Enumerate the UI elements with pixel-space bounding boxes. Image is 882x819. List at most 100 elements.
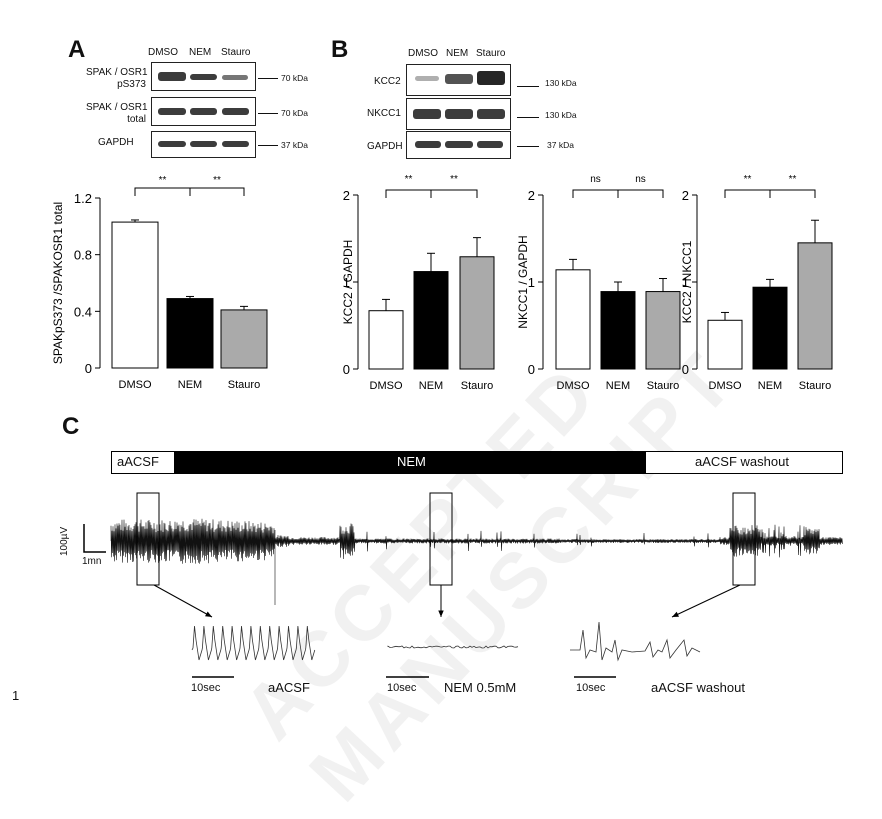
y-tick-label: 1 (682, 275, 689, 290)
scale-time: 1mn (82, 556, 102, 567)
y-tick-label: 0 (85, 361, 92, 376)
inset-scale: 10sec (576, 682, 606, 694)
blot-a-strip (151, 97, 256, 126)
blot-a-row-label: SPAK / OSR1 pS373 (86, 67, 148, 90)
panel-c-letter: C (62, 413, 80, 440)
bar (645, 291, 681, 370)
inset-trace (570, 621, 701, 662)
blot-a-strip (151, 62, 256, 91)
y-tick-label: 0 (343, 362, 350, 377)
panel-a-letter: A (68, 36, 86, 63)
blot-a-kda: 70 kDa (281, 108, 308, 118)
blot-b-col-nem: NEM (446, 48, 469, 59)
zoom-arrowhead (438, 610, 444, 617)
significance-label: ns (635, 174, 646, 185)
y-axis-label: KCC2 / GAPDH (341, 240, 355, 325)
bar (166, 298, 214, 369)
y-axis-label: SPAKpS373 /SPAKOSR1 total (51, 202, 65, 364)
blot-b-row-label: KCC2 (374, 76, 401, 87)
blot-a-strip (151, 131, 256, 158)
bar (459, 256, 495, 370)
inset-label: aACSF (268, 680, 310, 695)
inset-scale: 10sec (387, 682, 417, 694)
bar (600, 291, 636, 370)
blot-b-kda: 130 kDa (545, 110, 577, 120)
blot-a-kda: 37 kDa (281, 140, 308, 150)
blot-a-col-dmso: DMSO (148, 47, 178, 58)
y-tick-label: 2 (682, 188, 689, 203)
zoom-arrow (153, 584, 213, 618)
blot-a-col-stauro: Stauro (221, 47, 251, 58)
significance-label: ** (744, 174, 752, 185)
bar (752, 286, 788, 370)
category-label: NEM (606, 380, 630, 392)
page-number: 1 (12, 688, 20, 703)
y-tick-label: 0 (528, 362, 535, 377)
significance-label: ** (159, 175, 167, 186)
y-tick-label: 0.8 (74, 248, 92, 263)
blot-b-strip (406, 131, 511, 159)
inset-trace (191, 625, 316, 661)
significance-label: ns (590, 174, 601, 185)
significance-bracket (134, 187, 245, 196)
blot-b-row-label: GAPDH (367, 141, 403, 152)
zoom-arrowhead (672, 611, 679, 617)
y-tick-label: 0.4 (74, 304, 92, 319)
inset-label: aACSF washout (651, 680, 745, 695)
blot-a-row-label: GAPDH (98, 137, 134, 148)
y-tick-label: 1 (343, 275, 350, 290)
blot-b-kda: 130 kDa (545, 78, 577, 88)
category-label: DMSO (119, 379, 152, 391)
bar-charts: 0 0.4 0.8 1.2 SPAKpS373 /SPAKOSR1 total DMSO N… (51, 174, 833, 392)
category-label: NEM (419, 380, 443, 392)
selection-box (732, 492, 756, 586)
zoom-arrow (671, 584, 741, 618)
category-label: Stauro (461, 380, 493, 392)
bar (413, 271, 449, 370)
significance-bracket (724, 189, 816, 198)
bar (555, 269, 591, 370)
category-label: DMSO (557, 380, 590, 392)
category-label: Stauro (647, 380, 679, 392)
y-tick-label: 1.2 (74, 191, 92, 206)
y-tick-label: 0 (682, 362, 689, 377)
significance-label: ** (789, 174, 797, 185)
condition-bar (111, 451, 843, 474)
blot-a-col-nem: NEM (189, 47, 212, 58)
selection-box (136, 492, 160, 586)
y-axis-label: KCC2 / NKCC1 (680, 240, 694, 323)
bar (368, 310, 404, 370)
inset-label: NEM 0.5mM (444, 680, 517, 695)
selection-box (429, 492, 453, 586)
main-trace (110, 518, 843, 605)
y-tick-label: 2 (343, 188, 350, 203)
panel-b-letter: B (331, 36, 349, 63)
zoom-arrowhead (205, 611, 212, 617)
category-label: Stauro (799, 380, 831, 392)
bar (111, 221, 159, 369)
blot-b-kda: 37 kDa (547, 140, 574, 150)
blot-a-kda: 70 kDa (281, 73, 308, 83)
significance-label: ** (450, 174, 458, 185)
condition-label: aACSF (117, 454, 159, 469)
category-label: DMSO (709, 380, 742, 392)
condition-label: NEM (397, 454, 426, 469)
category-label: NEM (178, 379, 202, 391)
y-tick-label: 1 (528, 275, 535, 290)
bar (797, 242, 833, 370)
blot-b-row-label: NKCC1 (367, 108, 401, 119)
bar (220, 309, 268, 369)
significance-label: ** (213, 175, 221, 186)
category-label: DMSO (370, 380, 403, 392)
y-axis-label: NKCC1 / GAPDH (516, 235, 530, 328)
bar (707, 319, 743, 370)
blot-b-strip (406, 98, 511, 130)
category-label: Stauro (228, 379, 260, 391)
blot-a-row-label: SPAK / OSR1 total (86, 102, 148, 125)
significance-bracket (385, 189, 478, 198)
blot-b-strip (406, 64, 511, 96)
blot-b-col-dmso: DMSO (408, 48, 438, 59)
category-label: NEM (758, 380, 782, 392)
significance-bracket (572, 189, 664, 198)
inset-trace (387, 645, 519, 649)
